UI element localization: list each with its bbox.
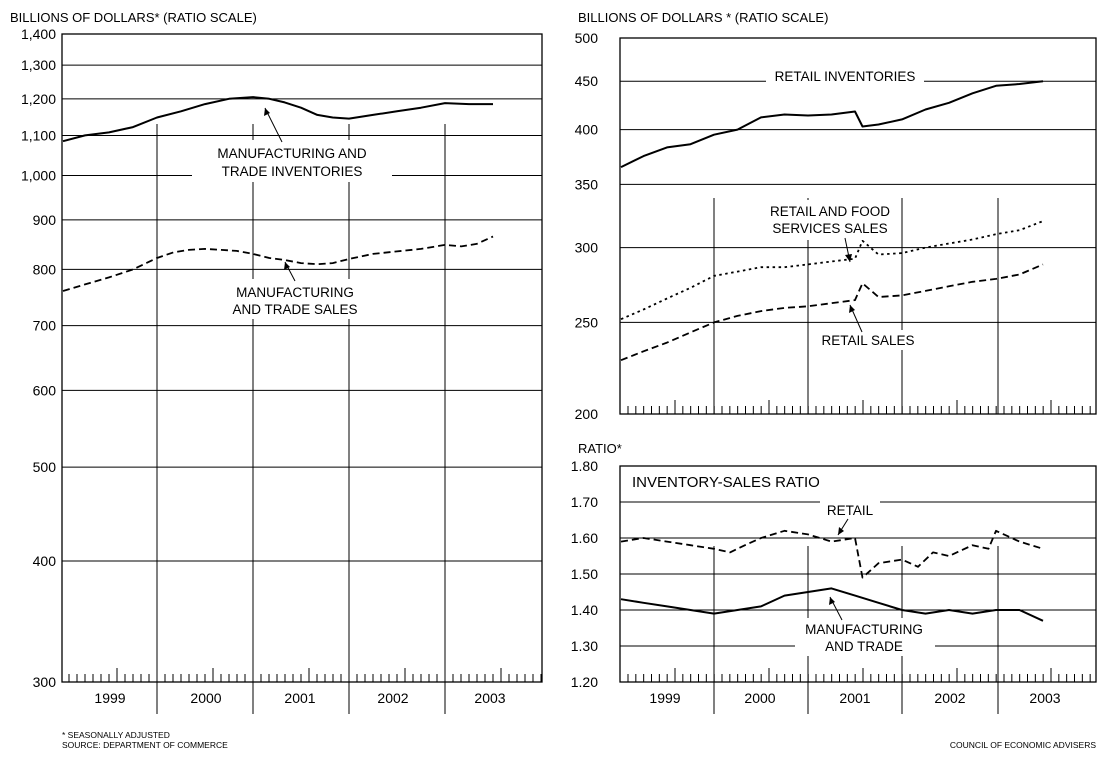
left-annotation-sales-arrowhead: [284, 262, 290, 270]
source-note: SOURCE: DEPARTMENT OF COMMERCE: [62, 740, 228, 750]
left-chart-ylabel: BILLIONS OF DOLLARS* (RATIO SCALE): [10, 10, 257, 25]
y-tick-label-400: 400: [33, 553, 57, 569]
right-top-gridlines: [620, 80, 1096, 414]
right-top-annotation-inventories-text: RETAIL INVENTORIES: [775, 69, 916, 84]
left-x-axis: 1999 2000 2001 2002 2003: [68, 668, 542, 714]
left-annotation-inventories-arrowhead: [264, 108, 270, 116]
credit-note: COUNCIL OF ECONOMIC ADVISERS: [950, 740, 1096, 750]
y-tick-label-1-400: 1,400: [21, 26, 56, 42]
y-tick-label-1-000: 1,000: [21, 168, 56, 184]
y-tick-label-350: 350: [575, 176, 599, 192]
right-top-annotation-food-services: RETAIL AND FOOD SERVICES SALES: [760, 200, 900, 263]
x-tick-label-2000: 2000: [190, 690, 221, 706]
x-tick-label-2002: 2002: [377, 690, 408, 706]
left-annotation-inventories-line1: MANUFACTURING AND: [217, 146, 367, 161]
y-tick-label-500: 500: [575, 30, 599, 46]
right-bottom-series-lines: [620, 529, 1044, 622]
right-top-annotation-retail-sales: RETAIL SALES: [814, 304, 922, 350]
x-tick-label-1999: 1999: [649, 690, 680, 706]
y-tick-label-900: 900: [33, 212, 57, 228]
left-y-tick-labels: 300 400 500 600 700 800 900 1,000 1,100 1,200 1,30…: [21, 26, 56, 690]
y-tick-label-600: 600: [33, 382, 57, 398]
y-tick-label-1-60: 1.60: [571, 530, 598, 546]
right-top-annotation-food-services-line1: RETAIL AND FOOD: [770, 204, 890, 219]
left-gridlines: [62, 64, 542, 682]
right-bottom-annotation-manufacturing: MANUFACTURING AND TRADE: [795, 596, 935, 656]
y-tick-label-1-70: 1.70: [571, 494, 598, 510]
right-bottom-chart-ylabel: RATIO*: [578, 441, 622, 456]
y-tick-label-1-80: 1.80: [571, 458, 598, 474]
x-tick-label-2002: 2002: [934, 690, 965, 706]
right-bottom-title: INVENTORY-SALES RATIO: [626, 470, 826, 494]
y-tick-label-1-50: 1.50: [571, 566, 598, 582]
y-tick-label-1-30: 1.30: [571, 638, 598, 654]
x-tick-label-2001: 2001: [284, 690, 315, 706]
right-top-annotation-inventories: RETAIL INVENTORIES: [766, 66, 924, 86]
x-tick-label-2000: 2000: [744, 690, 775, 706]
right-bottom-annotation-manufacturing-arrowhead: [829, 597, 835, 605]
y-tick-label-300: 300: [575, 240, 599, 256]
right-top-annotation-retail-sales-text: RETAIL SALES: [821, 333, 914, 348]
y-tick-label-400: 400: [575, 122, 599, 138]
right-top-series-lines: [620, 80, 1044, 362]
series-line-manufacturing-and-trade: [620, 587, 1044, 622]
y-tick-label-1-200: 1,200: [21, 91, 56, 107]
y-tick-label-1-100: 1,100: [21, 127, 56, 143]
y-tick-label-700: 700: [33, 318, 57, 334]
left-annotation-sales: MANUFACTURING AND TRADE SALES: [215, 261, 375, 319]
y-tick-label-800: 800: [33, 261, 57, 277]
series-line-retail-inventories: [620, 80, 1044, 168]
x-tick-label-1999: 1999: [94, 690, 125, 706]
x-tick-label-2003: 2003: [474, 690, 505, 706]
footnote-seasonally-adjusted: * SEASONALLY ADJUSTED: [62, 730, 170, 740]
left-annotation-sales-line2: AND TRADE SALES: [232, 302, 357, 317]
x-tick-label-2003: 2003: [1029, 690, 1060, 706]
right-top-x-axis: [627, 400, 1091, 414]
left-annotation-sales-line1: MANUFACTURING: [236, 285, 354, 300]
left-plot-frame: [61, 33, 543, 683]
y-tick-label-200: 200: [575, 406, 599, 422]
left-chart: BILLIONS OF DOLLARS* (RATIO SCALE) 300 40…: [10, 10, 543, 714]
series-line-retail-sales: [620, 263, 1044, 362]
y-tick-label-1-40: 1.40: [571, 602, 598, 618]
right-bottom-annotation-manufacturing-line1: MANUFACTURING: [805, 622, 923, 637]
y-tick-label-450: 450: [575, 73, 599, 89]
right-bottom-y-tick-labels: 1.20 1.30 1.40 1.50 1.60 1.70 1.80: [571, 458, 598, 690]
right-top-annotation-food-services-line2: SERVICES SALES: [772, 221, 887, 236]
y-tick-label-250: 250: [575, 314, 599, 330]
left-series-lines: [62, 96, 494, 292]
y-tick-label-1-20: 1.20: [571, 674, 598, 690]
right-bottom-title-text: INVENTORY-SALES RATIO: [632, 474, 820, 491]
series-line-manufacturing-and-trade-sales: [62, 235, 494, 292]
right-bottom-x-axis: 1999 2000 2001 2002 2003: [627, 668, 1091, 714]
right-bottom-annotation-retail: RETAIL: [820, 500, 880, 536]
x-tick-label-2001: 2001: [839, 690, 870, 706]
right-top-y-tick-labels: 200 250 300 350 400 450 500: [575, 30, 599, 422]
y-tick-label-1-300: 1,300: [21, 57, 56, 73]
left-annotation-inventories: MANUFACTURING AND TRADE INVENTORIES: [192, 107, 392, 182]
right-bottom-chart: RATIO* 1.20 1.30 1.40 1.50 1.60 1.70 1.80 1999…: [571, 441, 1097, 714]
y-tick-label-500: 500: [33, 459, 57, 475]
series-line-retail: [620, 529, 1044, 579]
right-top-annotation-food-services-arrowhead: [845, 254, 852, 262]
right-bottom-annotation-retail-text: RETAIL: [827, 503, 874, 518]
right-bottom-annotation-manufacturing-line2: AND TRADE: [825, 639, 903, 654]
y-tick-label-300: 300: [33, 674, 57, 690]
right-top-annotation-retail-sales-arrowhead: [849, 305, 855, 313]
right-top-chart-ylabel: BILLIONS OF DOLLARS * (RATIO SCALE): [578, 10, 828, 25]
right-top-plot-frame: [619, 37, 1097, 415]
right-top-chart: BILLIONS OF DOLLARS * (RATIO SCALE) 2002…: [575, 10, 1097, 422]
series-line-manufacturing-and-trade-inventories: [62, 96, 493, 143]
left-annotation-inventories-line2: TRADE INVENTORIES: [222, 164, 363, 179]
right-bottom-annotation-retail-arrowhead: [838, 527, 844, 535]
